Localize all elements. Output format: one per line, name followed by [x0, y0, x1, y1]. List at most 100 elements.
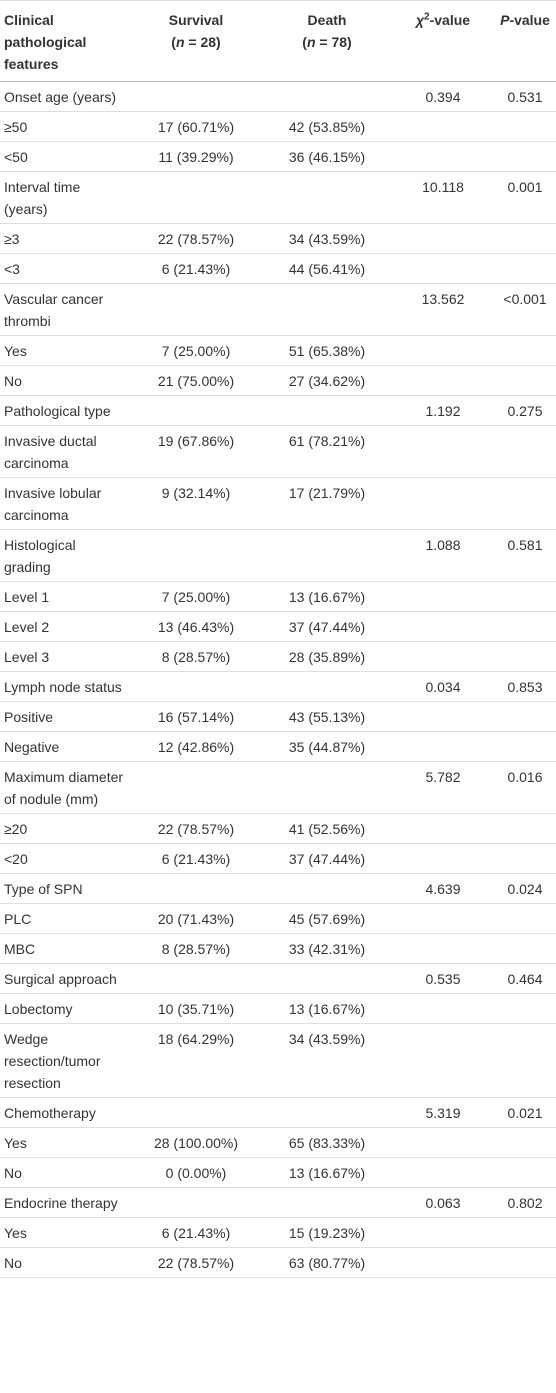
table-cell: Negative: [0, 731, 130, 762]
table-cell: 10.118: [392, 171, 494, 224]
table-cell: 42 (53.85%): [262, 111, 392, 142]
table-cell: [494, 1247, 556, 1278]
table-cell: 37 (47.44%): [262, 843, 392, 874]
table-row: Lobectomy 10 (35.71%) 13 (16.67%): [0, 993, 556, 1024]
table-row: Yes 28 (100.00%) 65 (83.33%): [0, 1127, 556, 1158]
table-cell: <20: [0, 843, 130, 874]
table-cell: 21 (75.00%): [130, 365, 262, 396]
table-cell: [262, 1187, 392, 1218]
table-cell: [392, 425, 494, 478]
table-cell: ≥50: [0, 111, 130, 142]
table-cell: [392, 1217, 494, 1248]
table-cell: 12 (42.86%): [130, 731, 262, 762]
table-cell: [494, 111, 556, 142]
table-cell: 17 (21.79%): [262, 477, 392, 530]
table-cell: [392, 477, 494, 530]
table-cell: 13 (16.67%): [262, 993, 392, 1024]
table-cell: [392, 1157, 494, 1188]
table-cell: [262, 671, 392, 702]
table-cell: No: [0, 1247, 130, 1278]
table-cell: [130, 81, 262, 112]
table-cell: [494, 581, 556, 612]
table-cell: Yes: [0, 335, 130, 366]
data-table: Clinical pathological features Survival (…: [0, 0, 556, 1278]
header-text: n: [175, 34, 185, 50]
table-cell: 27 (34.62%): [262, 365, 392, 396]
table-cell: 22 (78.57%): [130, 223, 262, 254]
table-cell: 28 (100.00%): [130, 1127, 262, 1158]
table-cell: 0.001: [494, 171, 556, 224]
table-cell: [494, 813, 556, 844]
table-cell: 0.275: [494, 395, 556, 426]
table-cell: 1.088: [392, 529, 494, 582]
table-cell: <50: [0, 141, 130, 172]
table-cell: Positive: [0, 701, 130, 732]
table-row: <50 11 (39.29%) 36 (46.15%): [0, 141, 556, 172]
table-row: Lymph node status 0.034 0.853: [0, 671, 556, 702]
header-text: χ: [415, 12, 425, 28]
table-row: PLC 20 (71.43%) 45 (57.69%): [0, 903, 556, 934]
header-cell: Death (n = 78): [262, 0, 392, 82]
table-row: Level 2 13 (46.43%) 37 (47.44%): [0, 611, 556, 642]
table-cell: [392, 903, 494, 934]
table-cell: [392, 223, 494, 254]
table-row: Surgical approach 0.535 0.464: [0, 963, 556, 994]
header-cell: Survival (n = 28): [130, 0, 262, 82]
table-row: Positive 16 (57.14%) 43 (55.13%): [0, 701, 556, 732]
table-cell: [262, 963, 392, 994]
table-cell: 9 (32.14%): [130, 477, 262, 530]
header-text: (: [171, 34, 176, 50]
table-row: No 21 (75.00%) 27 (34.62%): [0, 365, 556, 396]
table-cell: [494, 141, 556, 172]
table-cell: <0.001: [494, 283, 556, 336]
table-cell: Level 1: [0, 581, 130, 612]
table-cell: 5.319: [392, 1097, 494, 1128]
table-row: No 0 (0.00%) 13 (16.67%): [0, 1157, 556, 1188]
table-cell: 65 (83.33%): [262, 1127, 392, 1158]
table-cell: 34 (43.59%): [262, 223, 392, 254]
table-cell: [392, 111, 494, 142]
header-cell: P-value: [494, 0, 556, 82]
table-cell: Lobectomy: [0, 993, 130, 1024]
table-cell: Type of SPN: [0, 873, 130, 904]
table-cell: 13.562: [392, 283, 494, 336]
table-row: Chemotherapy 5.319 0.021: [0, 1097, 556, 1128]
table-cell: [392, 1023, 494, 1098]
table-cell: [262, 395, 392, 426]
table-cell: [494, 425, 556, 478]
table-row: Type of SPN 4.639 0.024: [0, 873, 556, 904]
table-cell: 37 (47.44%): [262, 611, 392, 642]
table-cell: [262, 1097, 392, 1128]
table-cell: PLC: [0, 903, 130, 934]
table-cell: [494, 993, 556, 1024]
table-cell: [494, 903, 556, 934]
table-cell: 0.581: [494, 529, 556, 582]
table-cell: 18 (64.29%): [130, 1023, 262, 1098]
table-row: Onset age (years) 0.394 0.531: [0, 81, 556, 112]
header-text: Death: [307, 12, 347, 28]
table-cell: [392, 335, 494, 366]
table-cell: [262, 873, 392, 904]
table-cell: No: [0, 1157, 130, 1188]
table-cell: 6 (21.43%): [130, 1217, 262, 1248]
header-cell: Clinical pathological features: [0, 0, 130, 82]
table-cell: 16 (57.14%): [130, 701, 262, 732]
table-cell: Chemotherapy: [0, 1097, 130, 1128]
table-cell: 36 (46.15%): [262, 141, 392, 172]
table-cell: Invasive ductal carcinoma: [0, 425, 130, 478]
table-cell: 15 (19.23%): [262, 1217, 392, 1248]
table-row: MBC 8 (28.57%) 33 (42.31%): [0, 933, 556, 964]
table-cell: 0.063: [392, 1187, 494, 1218]
header-text: = 78): [315, 34, 352, 50]
table-cell: 44 (56.41%): [262, 253, 392, 284]
table-cell: 63 (80.77%): [262, 1247, 392, 1278]
table-cell: 45 (57.69%): [262, 903, 392, 934]
table-row: Invasive lobular carcinoma 9 (32.14%) 17 (…: [0, 477, 556, 530]
table-cell: 5.782: [392, 761, 494, 814]
table-cell: Histological grading: [0, 529, 130, 582]
table-cell: [494, 223, 556, 254]
table-cell: [494, 1217, 556, 1248]
table-cell: 6 (21.43%): [130, 253, 262, 284]
table-cell: 0.016: [494, 761, 556, 814]
